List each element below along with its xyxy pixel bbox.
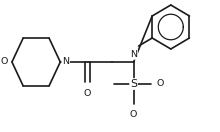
Text: O: O <box>130 110 137 119</box>
Text: N: N <box>62 58 69 67</box>
Text: O: O <box>156 79 163 88</box>
Text: O: O <box>1 58 8 67</box>
Text: O: O <box>84 89 91 98</box>
Text: N: N <box>130 50 137 59</box>
Text: S: S <box>130 79 137 89</box>
